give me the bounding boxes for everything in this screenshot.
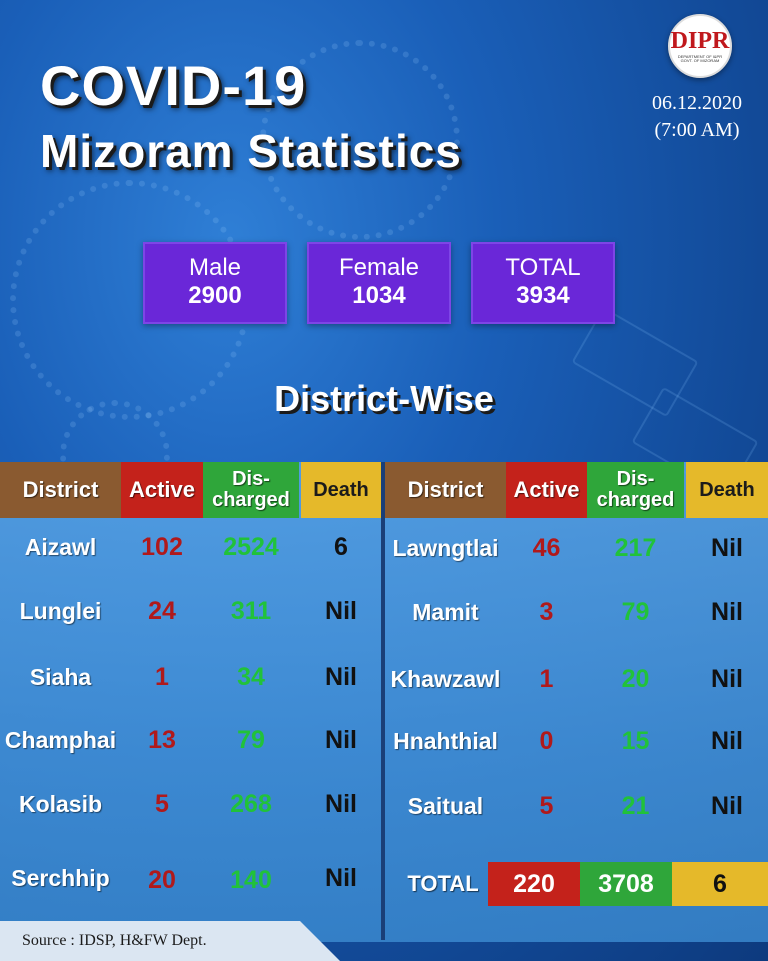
right-row-2-death: Nil (711, 597, 743, 626)
title-line-1: COVID-19 (40, 54, 307, 117)
header-discharged-right: Dis- charged (587, 462, 684, 518)
left-row-6-death: Nil (325, 863, 357, 892)
header-discharged-line1: Dis- (616, 468, 655, 490)
right-row-2-discharged: 79 (621, 597, 650, 626)
header-active-left: Active (121, 462, 203, 518)
left-row-4-active: 13 (148, 725, 176, 754)
left-row-3-active: 1 (155, 662, 169, 691)
left-row-6-discharged: 140 (230, 865, 272, 894)
virus-decoration (260, 40, 460, 240)
left-row-1-death: 6 (334, 532, 348, 561)
left-row-3-discharged: 34 (237, 662, 265, 691)
header-death-left: Death (301, 462, 381, 518)
report-date-block: 06.12.2020 (7:00 AM) (632, 90, 762, 144)
left-row-4-discharged: 79 (237, 725, 265, 754)
right-row-1-death: Nil (711, 533, 743, 562)
right-row-4-active: 0 (539, 726, 554, 755)
male-label: Male (188, 254, 242, 282)
left-row-5-active: 5 (155, 789, 169, 818)
male-count-box: Male 2900 (143, 242, 287, 324)
right-row-2-active: 3 (539, 597, 554, 626)
left-row-6-active: 20 (148, 865, 176, 894)
female-count-box: Female 1034 (307, 242, 451, 324)
section-title: District-Wise (274, 378, 494, 419)
right-row-5-discharged: 21 (621, 791, 650, 820)
left-row-2-discharged: 311 (230, 596, 272, 625)
left-row-2-district: Lunglei (19, 597, 102, 624)
logo-subtitle: DEPARTMENT OF I&PR GOVT. OF MIZORAM (677, 53, 723, 63)
left-row-1-active: 102 (141, 532, 183, 561)
header-death-right: Death (686, 462, 768, 518)
header-active-right: Active (506, 462, 587, 518)
totals-label: TOTAL (407, 871, 479, 896)
left-row-5-discharged: 268 (230, 789, 272, 818)
female-value: 1034 (352, 281, 406, 309)
right-row-3-discharged: 20 (621, 664, 650, 693)
right-row-3-district: Khawzawl (390, 665, 501, 692)
right-row-4-death: Nil (711, 726, 743, 755)
header-district-right: District (385, 462, 506, 518)
right-row-1-district: Lawngtlai (392, 534, 499, 561)
dipr-logo: DIPR DEPARTMENT OF I&PR GOVT. OF MIZORAM (668, 14, 732, 78)
right-row-1-discharged: 217 (614, 533, 657, 562)
totals-discharged: 3708 (580, 862, 672, 906)
right-row-4-district: Hnahthial (393, 727, 498, 754)
right-row-2-district: Mamit (412, 598, 479, 625)
totals-active: 220 (488, 862, 580, 906)
right-row-3-death: Nil (711, 664, 743, 693)
right-row-1-active: 46 (532, 533, 561, 562)
left-row-1-district: Aizawl (24, 533, 97, 560)
header-discharged-left: Dis- charged (203, 462, 299, 518)
right-row-5-active: 5 (539, 791, 554, 820)
right-row-4-discharged: 15 (621, 726, 650, 755)
left-row-2-active: 24 (148, 596, 176, 625)
table-divider (381, 462, 385, 940)
totals-death: 6 (672, 862, 768, 906)
left-row-5-death: Nil (325, 789, 357, 818)
right-row-5-death: Nil (711, 791, 743, 820)
total-value: 3934 (516, 281, 570, 309)
total-count-box: TOTAL 3934 (471, 242, 615, 324)
left-row-2-death: Nil (325, 596, 357, 625)
logo-mark: DIPR (670, 27, 730, 54)
total-label: TOTAL (505, 254, 581, 282)
title-line-2: Mizoram Statistics (40, 125, 462, 177)
left-row-1-discharged: 2524 (223, 532, 279, 561)
left-row-3-district: Siaha (29, 663, 92, 690)
male-value: 2900 (188, 281, 242, 309)
report-time: (7:00 AM) (654, 119, 740, 141)
left-row-4-district: Champhai (4, 726, 117, 753)
left-row-3-death: Nil (325, 662, 357, 691)
report-date: 06.12.2020 (652, 92, 742, 114)
left-row-6-district: Serchhip (11, 864, 110, 891)
left-row-5-district: Kolasib (18, 790, 103, 817)
female-label: Female (338, 254, 420, 282)
header-discharged-line2: charged (596, 489, 675, 511)
right-row-5-district: Saitual (407, 792, 484, 819)
left-row-4-death: Nil (325, 725, 357, 754)
page-title: COVID-19 Mizoram Statistics (40, 54, 462, 177)
source-footer: Source : IDSP, H&FW Dept. (0, 921, 340, 961)
right-row-3-active: 1 (539, 664, 554, 693)
header-district-left: District (0, 462, 121, 518)
header-discharged-line2: charged (212, 489, 290, 511)
header-discharged-line1: Dis- (232, 468, 270, 490)
